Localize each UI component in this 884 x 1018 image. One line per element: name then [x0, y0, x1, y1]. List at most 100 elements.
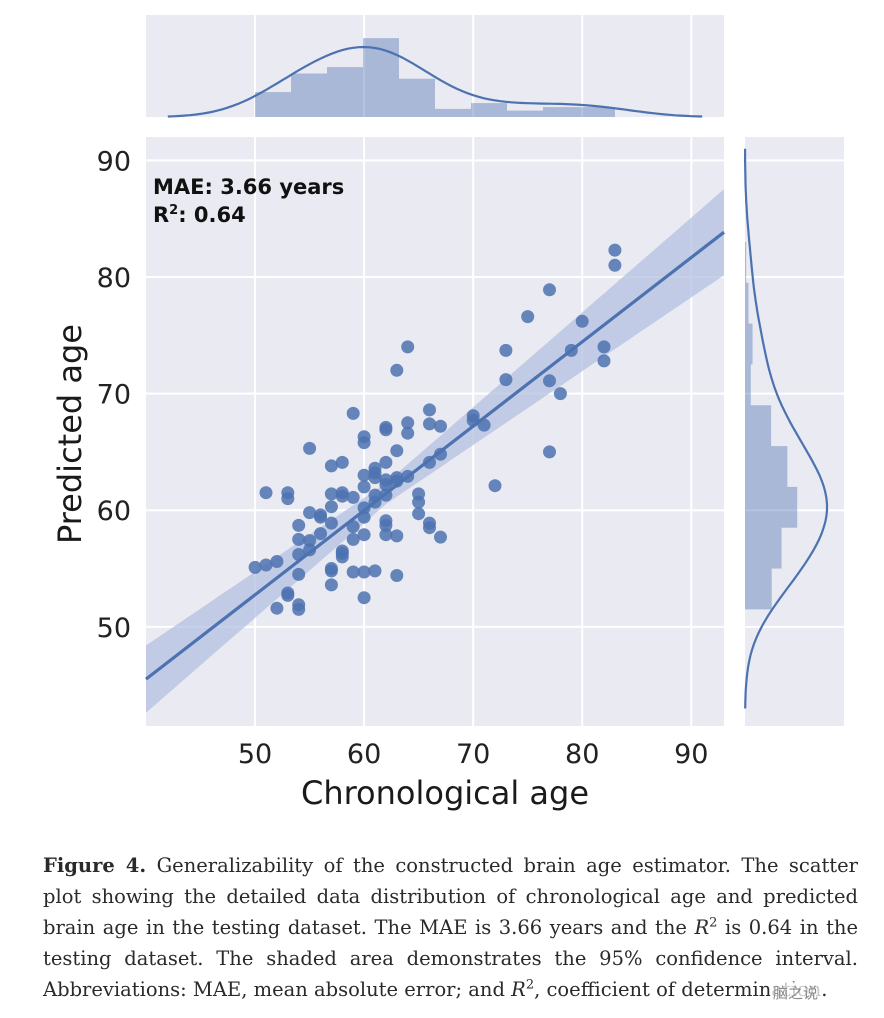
data-point	[608, 258, 622, 272]
right-histogram-bar	[745, 241, 747, 283]
data-point	[357, 468, 371, 482]
data-point	[303, 441, 317, 455]
data-point	[292, 602, 306, 616]
right-marginal-histogram	[745, 241, 798, 610]
r2-annotation-value: : 0.64	[178, 203, 246, 227]
data-point	[390, 363, 404, 377]
r2-annotation-sup: 2	[169, 203, 178, 218]
data-point	[466, 409, 480, 423]
data-point	[292, 567, 306, 581]
data-point	[324, 487, 338, 501]
y-axis-ticks: 50 60 70 80 90	[97, 146, 131, 644]
data-point	[335, 455, 349, 469]
data-point	[324, 562, 338, 575]
data-point	[368, 461, 382, 475]
top-histogram-bar	[542, 107, 579, 117]
data-point	[314, 527, 327, 541]
top-marginal-kde-curve	[167, 45, 703, 118]
data-point	[346, 406, 360, 420]
y-tick-label: 80	[97, 263, 131, 294]
right-histogram-bar	[745, 527, 782, 569]
data-point	[401, 426, 415, 440]
top-histogram-bar	[363, 38, 400, 118]
joint-plot: MAE: 3.66 years R2: 0.64 50 60 70 80 90 50 60…	[51, 15, 844, 812]
right-histogram-bar	[745, 282, 749, 324]
data-point	[412, 507, 426, 521]
data-point	[368, 564, 382, 578]
data-point	[379, 473, 393, 487]
caption-r-sup-1: 2	[709, 915, 718, 931]
y-axis-label: Predicted age	[51, 324, 89, 544]
caption-r-letter-2: R	[511, 978, 526, 1001]
right-marginal-panel	[744, 137, 844, 726]
caption-label: Figure 4.	[43, 854, 147, 877]
data-point	[390, 444, 404, 458]
top-marginal-grid	[254, 15, 693, 117]
data-point	[292, 532, 306, 546]
data-point	[335, 489, 349, 503]
data-point	[423, 403, 436, 417]
data-point	[499, 373, 513, 387]
data-point	[259, 486, 273, 500]
data-point	[379, 455, 393, 469]
x-axis-label: Chronological age	[301, 774, 589, 812]
data-point	[401, 416, 415, 430]
data-point	[346, 565, 360, 579]
data-point	[379, 528, 393, 542]
data-point	[434, 419, 447, 433]
data-point	[314, 508, 327, 522]
y-tick-label: 70	[97, 380, 131, 411]
data-point	[543, 283, 556, 297]
data-point	[303, 534, 317, 548]
x-tick-label: 80	[565, 739, 599, 770]
scatter-panel: MAE: 3.66 years R2: 0.64	[145, 137, 725, 726]
data-point	[423, 516, 436, 530]
x-tick-label: 70	[456, 739, 490, 770]
data-point	[357, 528, 371, 542]
data-point	[608, 243, 622, 257]
top-marginal-histogram	[255, 38, 615, 118]
caption-text-1: Generalizability of the constructed brai…	[43, 854, 859, 939]
top-histogram-bar	[506, 110, 543, 117]
y-tick-label: 60	[97, 496, 131, 527]
mae-annotation: MAE: 3.66 years	[153, 175, 344, 199]
data-point	[521, 310, 535, 324]
right-marginal-kde-curve	[744, 148, 829, 709]
data-point	[259, 558, 273, 572]
y-tick-label: 50	[97, 613, 131, 644]
data-point	[575, 314, 589, 328]
regression-line	[145, 230, 725, 681]
data-point	[597, 354, 611, 368]
r2-annotation-letter: R	[153, 203, 169, 227]
data-point	[401, 340, 415, 354]
top-histogram-bar	[327, 67, 364, 117]
data-point	[597, 340, 611, 354]
data-point	[270, 601, 284, 615]
y-tick-label: 90	[97, 146, 131, 177]
caption-r-sup-2: 2	[525, 977, 535, 993]
data-point	[379, 420, 393, 434]
right-histogram-bar	[745, 446, 788, 487]
data-point	[335, 550, 349, 564]
top-marginal-background	[146, 15, 724, 117]
data-point	[324, 516, 338, 530]
data-point	[434, 530, 447, 544]
data-point	[357, 430, 371, 444]
data-point	[324, 459, 338, 473]
data-point	[281, 586, 295, 600]
top-histogram-bar	[291, 73, 328, 117]
data-point	[346, 532, 360, 546]
top-histogram-bar	[435, 108, 471, 117]
right-histogram-bar	[745, 486, 798, 528]
top-marginal-panel	[146, 15, 724, 118]
data-point	[488, 479, 502, 493]
data-point	[270, 555, 284, 568]
data-point	[357, 565, 371, 579]
data-point	[248, 560, 262, 574]
data-point	[357, 591, 371, 605]
x-tick-label: 60	[347, 739, 381, 770]
top-histogram-bar	[470, 103, 507, 117]
data-point	[292, 518, 306, 532]
data-point	[324, 500, 338, 514]
top-histogram-bar	[399, 78, 435, 117]
